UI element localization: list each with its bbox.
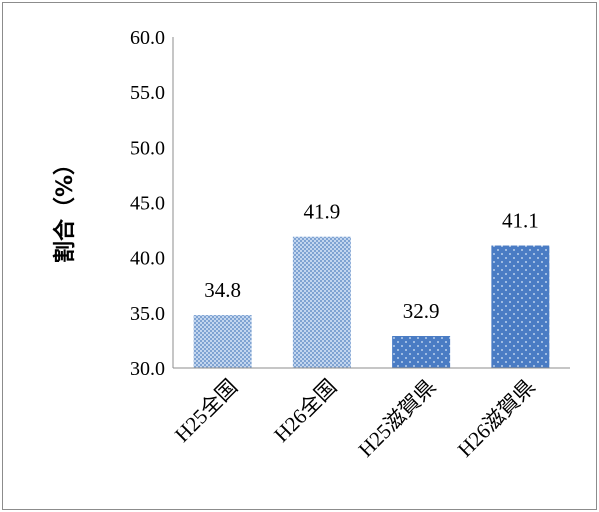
y-axis-ticks: 30.0 35.0 40.0 45.0 50.0 55.0 60.0 [130,27,165,380]
x-category-label: H25全国 [170,375,242,447]
y-tick-label: 40.0 [130,248,165,270]
y-tick-label: 50.0 [130,137,165,159]
y-tick-label: 45.0 [130,193,165,215]
y-tick-label: 35.0 [130,303,165,325]
y-tick-label: 55.0 [130,82,165,104]
category-labels-group: H25全国 H26全国 H25滋賀県 H26滋賀県 [170,375,540,462]
data-labels-group: 34.8 41.9 32.9 41.1 [204,200,539,323]
x-category-label: H26全国 [269,375,341,447]
x-category-label: H26滋賀県 [453,375,540,462]
bar-value-label: 41.1 [502,209,539,233]
y-axis-title-group: 割合（%） [52,153,78,263]
y-axis-title: 割合（%） [52,153,78,263]
bars-group [193,236,550,368]
bar-1 [193,315,252,368]
bar-4 [491,245,550,368]
bar-3 [392,336,451,368]
x-category-label: H25滋賀県 [354,375,441,462]
y-tick-label: 60.0 [130,27,165,49]
bar-value-label: 41.9 [304,200,341,224]
bar-value-label: 34.8 [204,278,241,302]
y-tick-label: 30.0 [130,358,165,380]
bar-value-label: 32.9 [403,299,440,323]
bar-2 [292,236,351,368]
